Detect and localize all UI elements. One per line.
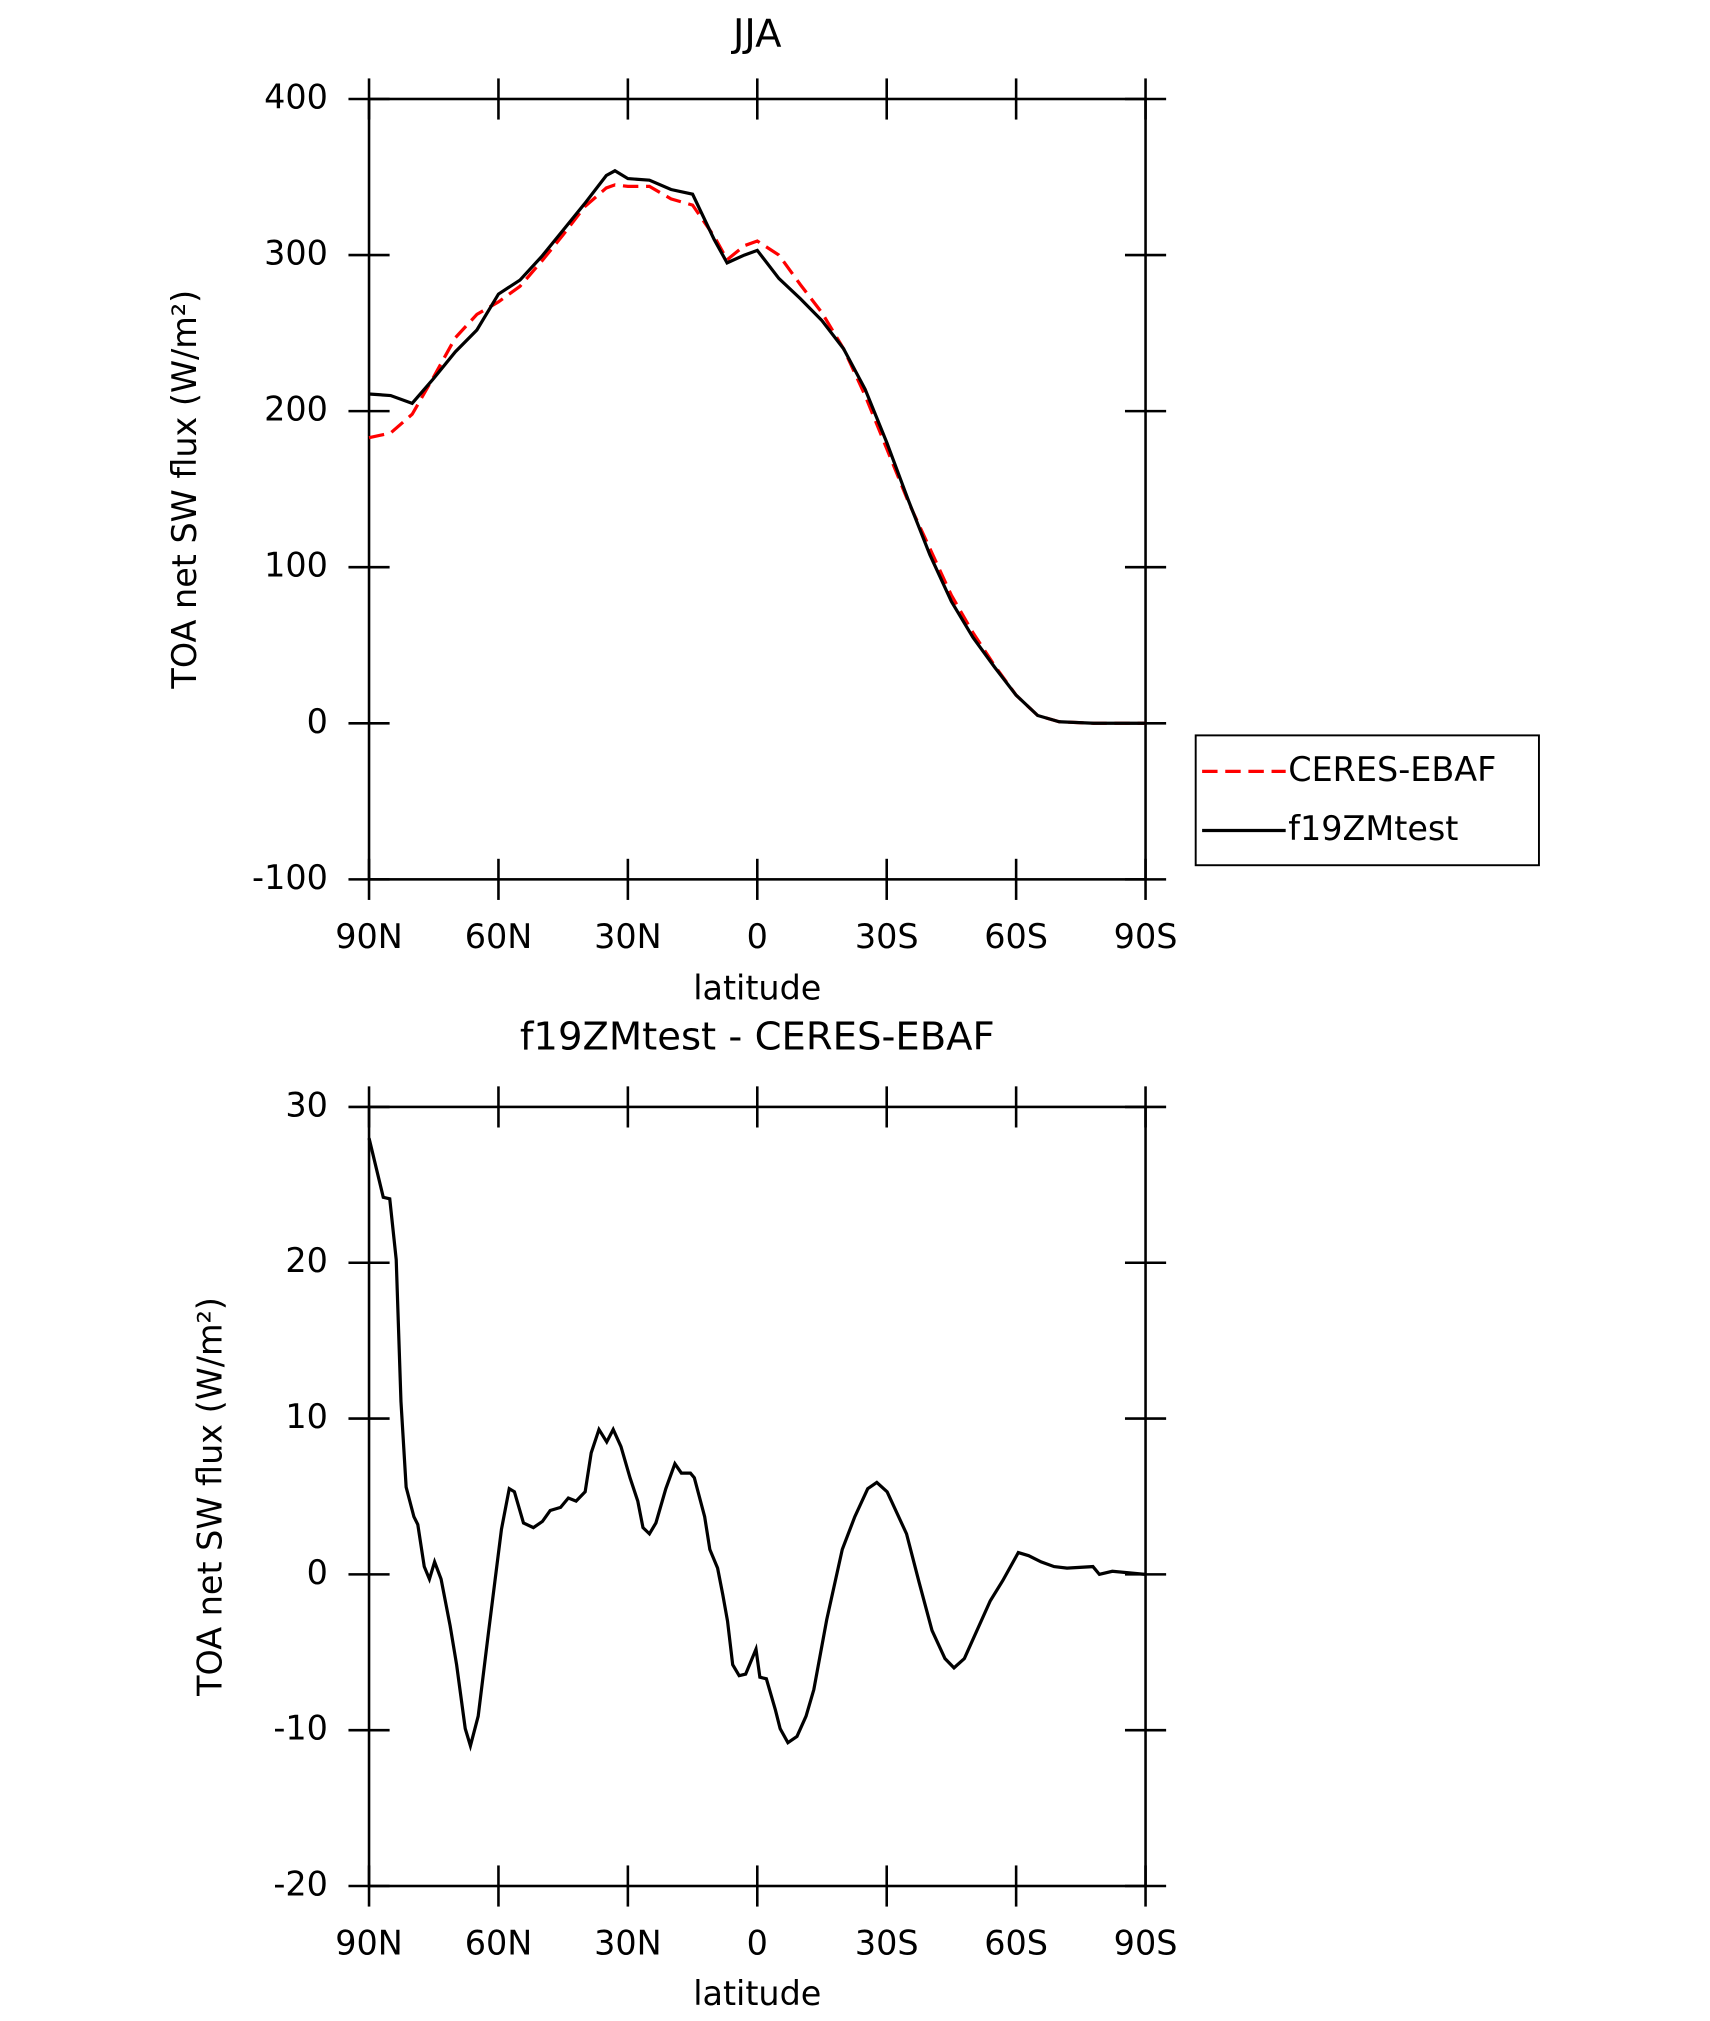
x-tick-label: 90S [1114,1924,1178,1963]
x-tick-label: 90N [335,917,403,956]
x-tick-label: 30S [855,917,919,956]
x-tick-label: 90S [1114,917,1178,956]
chart-title: f19ZMtest - CERES-EBAF [520,1014,995,1059]
y-tick-label: 20 [285,1241,328,1280]
y-tick-label: -10 [273,1709,328,1748]
x-tick-label: 30N [594,1924,662,1963]
y-tick-label: 10 [285,1397,328,1436]
x-tick-label: 60N [465,917,533,956]
data-line [367,1137,1146,1752]
y-tick-label: 0 [307,1553,328,1592]
x-axis-label: latitude [693,968,821,1007]
y-axis-label: TOA net SW flux (W/m²) [191,1297,230,1697]
y-tick-label: 400 [264,77,328,116]
y-tick-label: 200 [264,390,328,429]
y-tick-label: 100 [264,546,328,585]
y-tick-label: 30 [285,1085,328,1124]
x-axis-label: latitude [693,1974,821,2013]
x-tick-label: 60N [465,1924,533,1963]
chart-title: JJA [731,11,782,56]
x-tick-label: 30S [855,1924,919,1963]
legend-box [1194,734,1540,867]
x-tick-label: 30N [594,917,662,956]
y-tick-label: -100 [252,858,328,897]
data-line [368,183,1146,725]
x-tick-label: 90N [335,1924,403,1963]
plot-frame [367,97,1147,881]
legend-label: CERES-EBAF [1288,750,1496,789]
y-axis-label: TOA net SW flux (W/m²) [165,290,204,690]
x-tick-label: 0 [747,917,768,956]
plot-frame [367,1105,1147,1888]
y-tick-label: -20 [273,1865,328,1904]
y-tick-label: 0 [307,702,328,741]
legend-label: f19ZMtest [1288,809,1458,848]
x-tick-label: 0 [747,1924,768,1963]
y-tick-label: 300 [264,234,328,273]
data-line [368,168,1146,725]
x-tick-label: 60S [984,1924,1048,1963]
x-tick-label: 60S [984,917,1048,956]
